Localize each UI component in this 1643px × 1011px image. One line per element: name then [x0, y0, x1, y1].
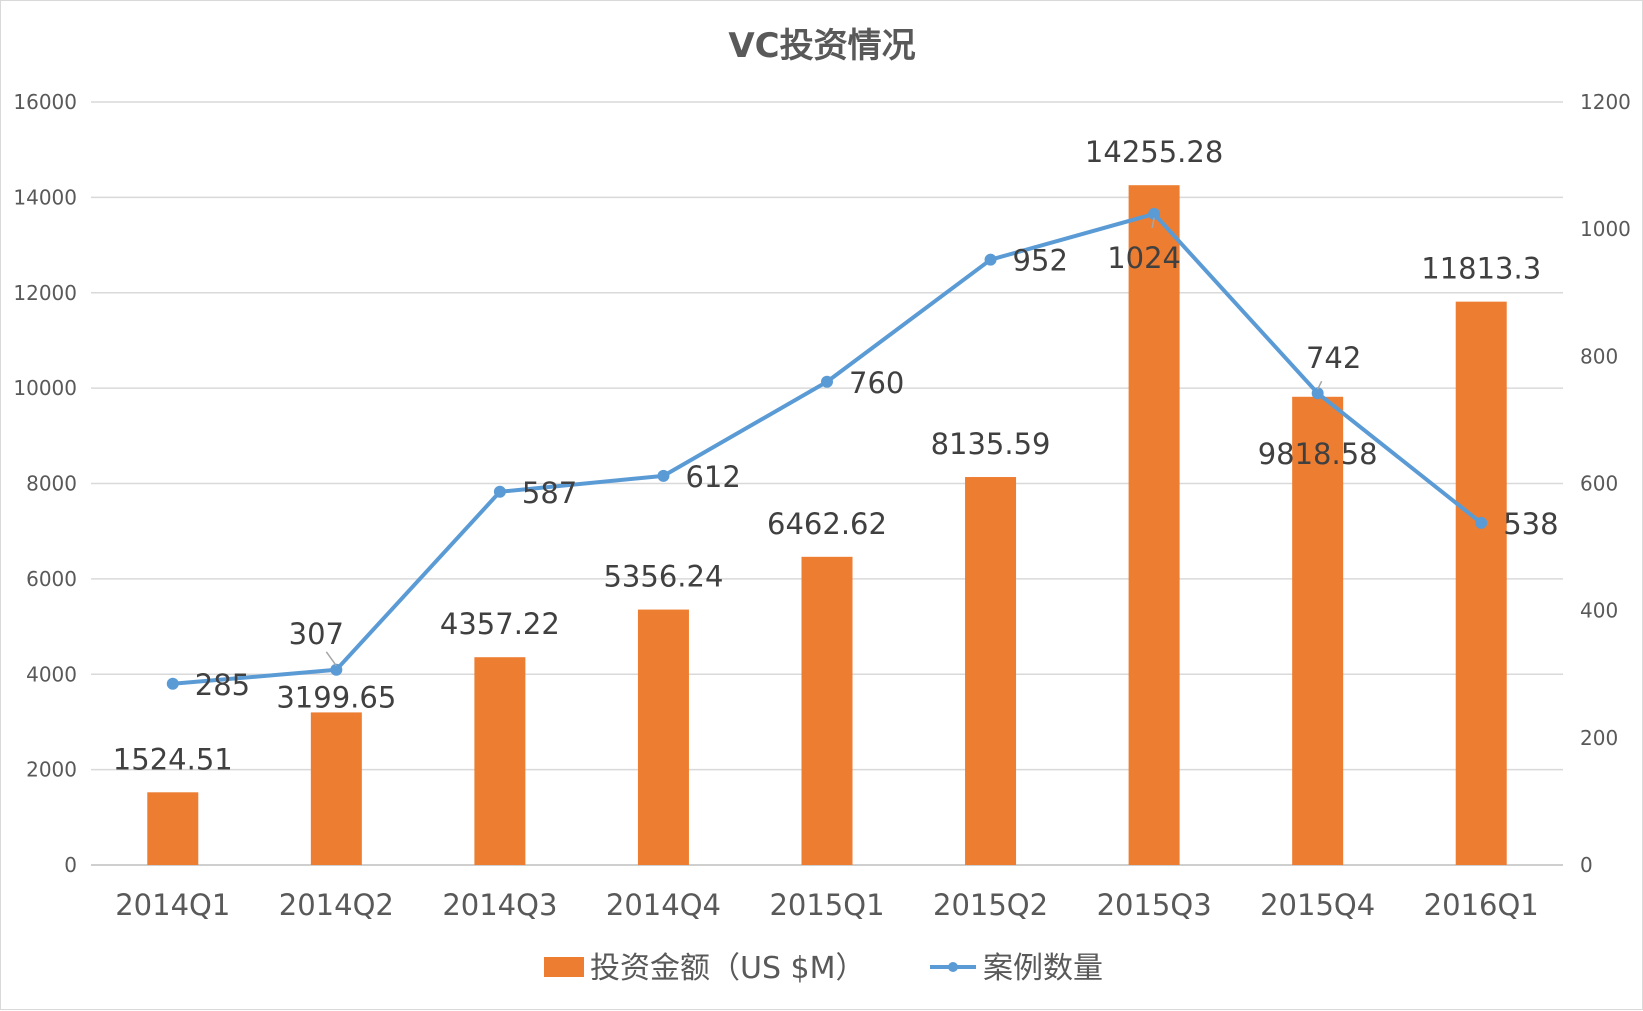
line-data-label: 742 [1306, 341, 1361, 375]
line-series [166, 207, 1488, 690]
bar-data-label: 9818.58 [1258, 437, 1378, 471]
bar [310, 712, 362, 865]
left-axis-tick-label: 16000 [13, 90, 77, 114]
line-point [493, 485, 506, 498]
line-point [984, 253, 997, 266]
legend: 投资金额（US $M） 案例数量 [544, 951, 1103, 986]
left-axis-ticks: 0 2000 4000 6000 8000 10000 12000 14000 16000 [13, 90, 77, 877]
label-leader-line [1151, 217, 1155, 229]
line-data-label: 587 [522, 476, 577, 510]
bar [147, 792, 199, 865]
left-axis-tick-label: 4000 [26, 662, 77, 686]
bar-data-label: 4357.22 [440, 607, 560, 641]
left-axis-tick-label: 0 [64, 853, 77, 877]
chart-title: VC投资情况 [728, 26, 915, 66]
bar-data-label: 8135.59 [931, 427, 1051, 461]
label-leader-line [325, 651, 337, 667]
left-axis-tick-label: 8000 [26, 472, 77, 496]
left-axis-tick-label: 6000 [26, 567, 77, 591]
right-axis-tick-label: 0 [1580, 853, 1593, 877]
x-axis-tick-label: 2015Q1 [769, 888, 884, 922]
line-data-label: 760 [849, 366, 904, 400]
line-data-label: 1024 [1107, 241, 1181, 275]
bar [1455, 301, 1507, 865]
x-axis-ticks: 2014Q1 2014Q2 2014Q3 2014Q4 2015Q1 2015Q2 2015… [115, 888, 1539, 922]
line-data-label: 952 [1013, 244, 1068, 278]
bar-series [147, 185, 1507, 865]
label-leader-line [1316, 380, 1323, 390]
x-axis-tick-label: 2014Q3 [442, 888, 557, 922]
x-axis-tick-label: 2014Q1 [115, 888, 230, 922]
bar-data-label: 6462.62 [767, 507, 887, 541]
left-axis-tick-label: 10000 [13, 376, 77, 400]
bar [637, 609, 689, 865]
right-axis-tick-label: 600 [1580, 472, 1618, 496]
x-axis-tick-label: 2016Q1 [1424, 888, 1539, 922]
line-point [1311, 387, 1324, 400]
right-axis-tick-label: 1200 [1580, 90, 1631, 114]
right-axis-tick-label: 1000 [1580, 217, 1631, 241]
line-point [657, 469, 670, 482]
left-axis-tick-label: 12000 [13, 281, 77, 305]
right-axis-tick-label: 200 [1580, 726, 1618, 750]
left-axis-tick-label: 14000 [13, 185, 77, 209]
line-data-label: 307 [289, 617, 344, 651]
line-data-label: 285 [195, 668, 250, 702]
x-axis-tick-label: 2015Q2 [933, 888, 1048, 922]
x-axis-tick-label: 2014Q4 [606, 888, 721, 922]
bar-data-label: 3199.65 [276, 680, 396, 714]
line-point [1475, 516, 1488, 529]
line-data-label: 538 [1503, 507, 1558, 541]
bar [1128, 185, 1180, 865]
bar [474, 657, 526, 865]
line-point [166, 677, 179, 690]
right-axis-tick-label: 400 [1580, 599, 1618, 623]
legend-bar-label: 投资金额（US $M） [590, 951, 866, 986]
x-axis-tick-label: 2014Q2 [279, 888, 394, 922]
legend-line-label: 案例数量 [983, 951, 1103, 986]
right-axis-tick-label: 800 [1580, 344, 1618, 368]
line-point [1148, 207, 1161, 220]
legend-line-marker [948, 962, 958, 972]
line-point [330, 663, 343, 676]
bar-data-label: 5356.24 [603, 560, 723, 594]
bar-data-label: 14255.28 [1085, 135, 1223, 169]
bar-data-label: 1524.51 [113, 742, 233, 776]
left-axis-tick-label: 2000 [26, 758, 77, 782]
bar [965, 477, 1017, 865]
bar [801, 556, 853, 865]
x-axis-tick-label: 2015Q4 [1260, 888, 1375, 922]
legend-bar-swatch [544, 957, 584, 977]
bar [1292, 396, 1344, 865]
right-axis-ticks: 0 200 400 600 800 1000 1200 [1580, 90, 1631, 877]
line-point [821, 375, 833, 388]
x-axis-tick-label: 2015Q3 [1097, 888, 1212, 922]
line-data-label: 612 [685, 460, 740, 494]
data-labels: 1524.51 3199.65 4357.22 5356.24 6462.62 8135.… [113, 135, 1559, 776]
bar-data-label: 11813.3 [1421, 252, 1541, 286]
